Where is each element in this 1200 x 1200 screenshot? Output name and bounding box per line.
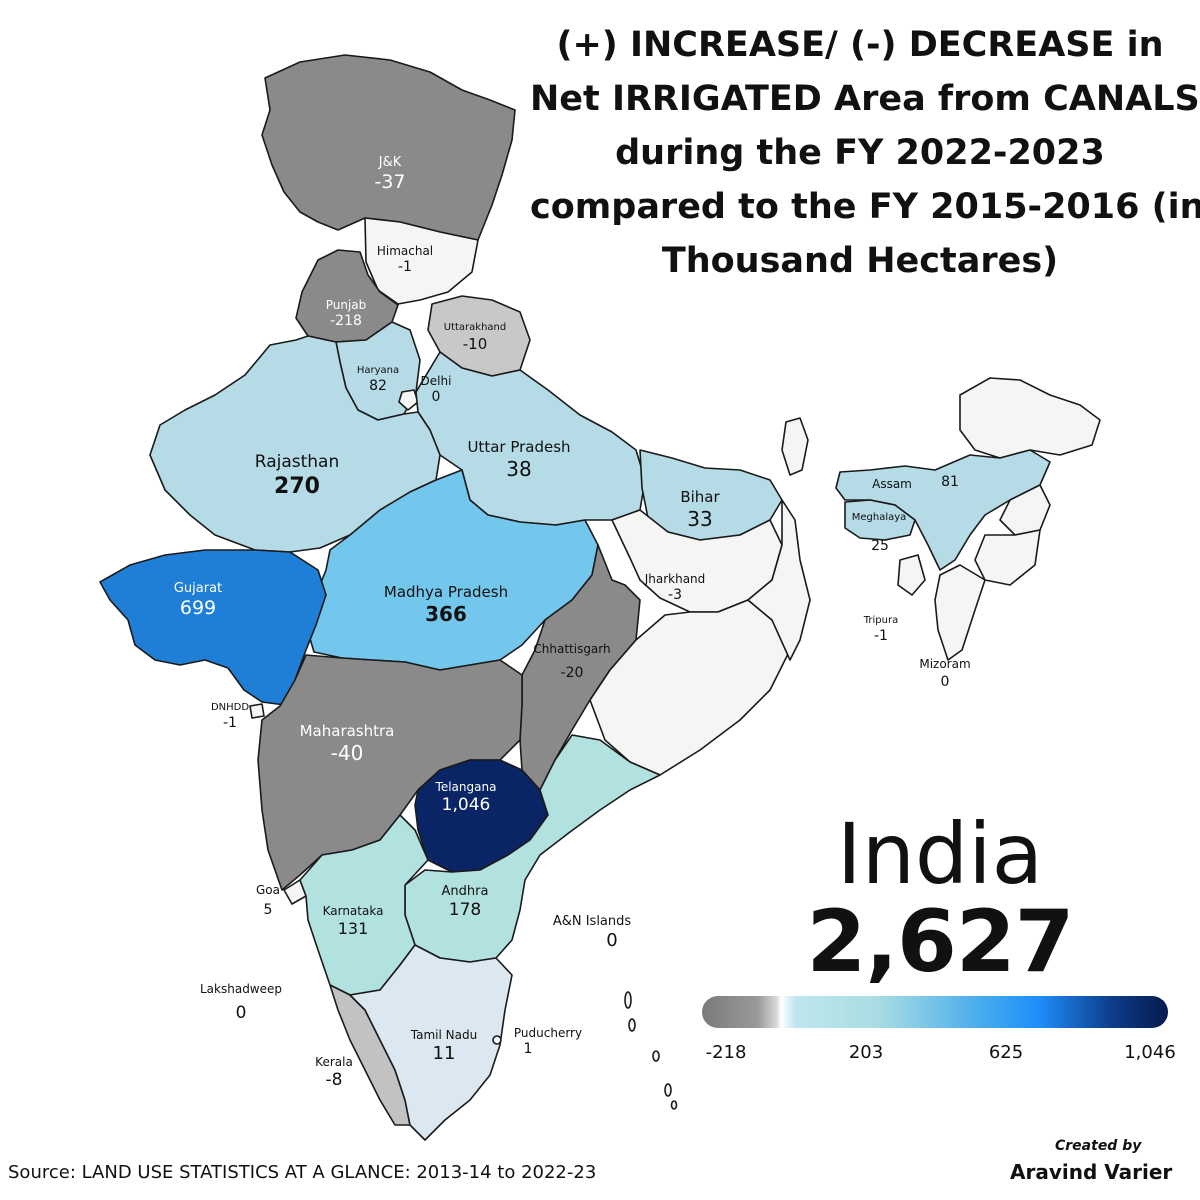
region-mizoram bbox=[934, 564, 986, 661]
label-meghalaya: Meghalaya bbox=[851, 512, 907, 523]
legend-tick-max: 1,046 bbox=[1124, 1042, 1176, 1063]
label-an-islands: A&N Islands 0 bbox=[552, 914, 632, 952]
label-rajasthan: Rajasthan 270 bbox=[254, 452, 340, 500]
region-puducherry bbox=[492, 1035, 502, 1045]
label-dnhdd: DNHDD -1 bbox=[210, 702, 250, 731]
title-line: Thousand Hectares) bbox=[661, 241, 1059, 281]
label-meghalaya-value: 25 bbox=[871, 538, 889, 554]
label-karnataka: Karnataka 131 bbox=[322, 904, 384, 938]
total-value: 2,627 bbox=[806, 892, 1074, 992]
total-label: India bbox=[836, 805, 1044, 903]
region-tripura bbox=[897, 554, 926, 596]
label-andhra: Andhra 178 bbox=[441, 884, 489, 921]
label-mizoram: Mizoram 0 bbox=[919, 657, 971, 690]
region-west-bengal bbox=[747, 499, 811, 661]
label-kerala: Kerala -8 bbox=[315, 1055, 353, 1090]
region-jk bbox=[261, 54, 516, 241]
credit-created-by: Created by bbox=[1055, 1138, 1142, 1154]
credit-author: Aravind Varier bbox=[1010, 1160, 1173, 1184]
region-meghalaya bbox=[844, 499, 916, 541]
legend-tick-2: 625 bbox=[988, 1042, 1024, 1063]
region-tamil-nadu bbox=[349, 944, 513, 1141]
label-goa: Goa 5 bbox=[256, 883, 280, 918]
region-arunachal bbox=[959, 377, 1101, 459]
region-sikkim bbox=[781, 417, 809, 476]
label-uttar-pradesh: Uttar Pradesh 38 bbox=[467, 438, 571, 481]
label-bihar: Bihar 33 bbox=[680, 488, 720, 531]
label-gujarat: Gujarat 699 bbox=[173, 581, 223, 620]
label-madhya-pradesh: Madhya Pradesh 366 bbox=[383, 583, 509, 626]
legend-tick-min: -218 bbox=[705, 1042, 747, 1063]
region-andhra bbox=[404, 734, 661, 963]
label-tamil-nadu: Tamil Nadu 11 bbox=[410, 1028, 478, 1064]
region-delhi bbox=[398, 389, 419, 411]
region-manipur bbox=[974, 529, 1041, 586]
region-dnhdd bbox=[249, 703, 265, 719]
title-line: (+) INCREASE/ (-) DECREASE in bbox=[556, 25, 1164, 65]
label-maharashtra: Maharashtra -40 bbox=[299, 722, 395, 765]
label-punjab: Punjab -218 bbox=[325, 298, 367, 329]
label-assam-value: 81 bbox=[941, 474, 959, 490]
color-scale-bar bbox=[702, 996, 1168, 1028]
label-delhi: Delhi 0 bbox=[420, 374, 452, 405]
label-tripura: Tripura -1 bbox=[863, 615, 899, 644]
label-lakshadweep: Lakshadweep 0 bbox=[199, 982, 283, 1023]
title-line: during the FY 2022-2023 bbox=[615, 133, 1105, 173]
label-chhattisgarh: Chhattisgarh -20 bbox=[533, 642, 611, 681]
label-haryana: Haryana 82 bbox=[356, 365, 400, 394]
source-note: Source: LAND USE STATISTICS AT A GLANCE:… bbox=[8, 1162, 597, 1183]
region-odisha bbox=[589, 599, 791, 776]
label-assam-name: Assam bbox=[872, 477, 912, 491]
region-karnataka bbox=[299, 814, 429, 996]
region-an-islands bbox=[624, 991, 678, 1110]
label-uttarakhand: Uttarakhand -10 bbox=[443, 322, 507, 353]
label-himachal: Himachal -1 bbox=[376, 244, 434, 275]
title-line: Net IRRIGATED Area from CANALS bbox=[530, 79, 1200, 119]
label-jk: J&K -37 bbox=[374, 155, 406, 194]
label-jharkhand: Jharkhand -3 bbox=[644, 572, 706, 603]
map-title: (+) INCREASE/ (-) DECREASE in Net IRRIGA… bbox=[530, 18, 1200, 288]
label-puducherry: Puducherry 1 bbox=[513, 1026, 583, 1057]
region-gujarat bbox=[99, 549, 327, 706]
label-telangana: Telangana 1,046 bbox=[435, 780, 497, 815]
legend-tick-1: 203 bbox=[848, 1042, 884, 1063]
region-himachal bbox=[364, 217, 479, 305]
title-line: compared to the FY 2015-2016 (in bbox=[530, 187, 1200, 227]
